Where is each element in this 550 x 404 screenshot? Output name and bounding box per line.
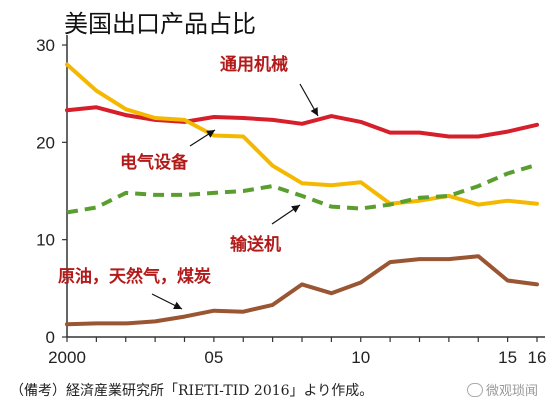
wechat-icon (466, 383, 483, 397)
watermark: 微观琐闻 (466, 380, 538, 399)
series-line-2 (66, 162, 538, 215)
line-chart: 美国出口产品占比 0 10 20 30 2000 05 10 15 16 通用机械电气设备输送机… (36, 10, 546, 367)
y-tick-label: 30 (36, 36, 55, 55)
x-tick-label: 15 (498, 348, 517, 367)
x-tick-label: 16 (528, 348, 547, 367)
y-tick-label: 10 (36, 231, 55, 250)
series-line-1 (65, 62, 539, 207)
y-tick-label: 0 (46, 328, 55, 347)
series-annotation-label: 输送机 (230, 234, 281, 255)
series-layer (65, 62, 539, 327)
series-annotation-label: 原油，天然气，煤炭 (58, 266, 211, 287)
annotation-arrowhead (291, 205, 300, 213)
x-tick-label: 05 (204, 348, 223, 367)
x-tick-label: 2000 (48, 348, 86, 367)
series-line-3 (65, 254, 539, 327)
annotation-arrowhead (310, 107, 318, 116)
y-tick-label: 20 (36, 133, 55, 152)
x-tick-label: 10 (351, 348, 370, 367)
annotation-arrowhead (173, 301, 182, 309)
series-annotation-label: 通用机械 (220, 54, 288, 75)
series-line-0 (65, 105, 539, 139)
chart-title: 美国出口产品占比 (64, 10, 256, 38)
source-note: （備考）経済産業研究所「RIETI-TID 2016」より作成。 (10, 383, 374, 399)
series-annotation-label: 电气设备 (120, 152, 189, 173)
chart-axes: 0 10 20 30 2000 05 10 15 16 (36, 35, 546, 367)
watermark-text: 微观琐闻 (485, 384, 538, 399)
annotation-arrowhead (206, 130, 215, 138)
